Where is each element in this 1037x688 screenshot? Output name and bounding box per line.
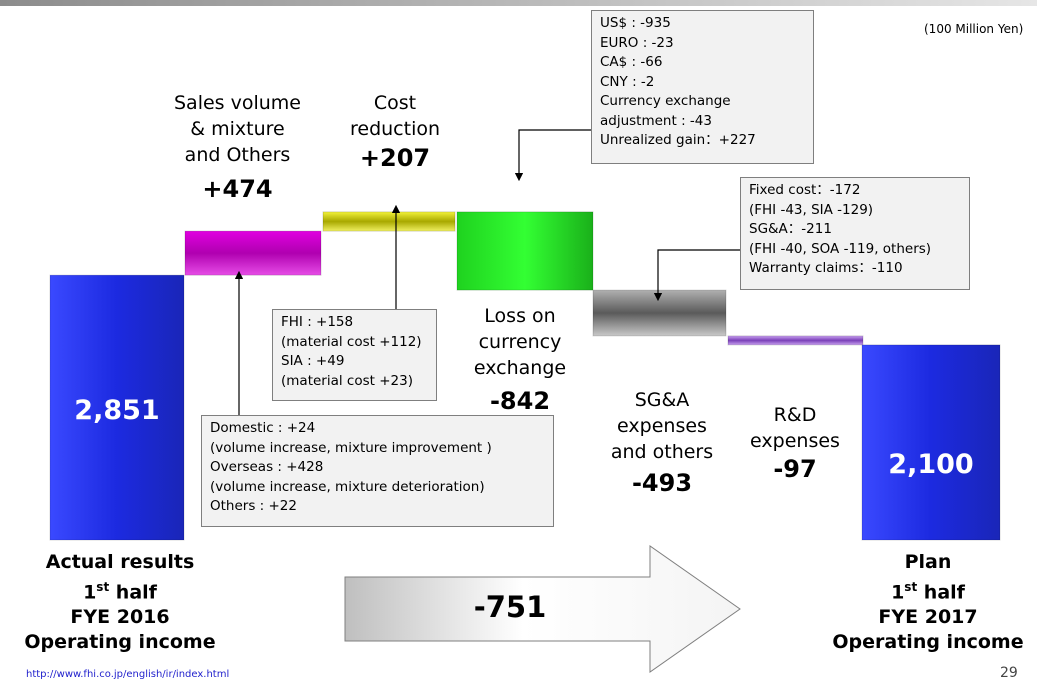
cost-value-label: +207 — [359, 144, 431, 172]
currency-note-box: US$ : -935 EURO : -23 CA$ : -66 CNY : -2 Cu… — [591, 10, 814, 164]
start-value-label: 2,851 — [74, 395, 160, 426]
sga-value-label: -493 — [631, 469, 693, 497]
sga-label: SG&A expenses and others — [610, 389, 714, 463]
fixed-cost-note-box: Fixed cost：-172 (FHI -43, SIA -129) SG&A：-… — [740, 177, 970, 290]
bar-cost — [322, 211, 456, 232]
end-caption: Plan 1st half FYE 2017 Operating income — [832, 551, 1024, 654]
bar-rd — [727, 335, 864, 346]
bar-sga — [592, 289, 727, 337]
bar-sales — [184, 230, 322, 276]
domestic-note-box: Domestic : +24 (volume increase, mixture… — [201, 415, 554, 527]
page-number: 29 — [1000, 665, 1018, 681]
top-accent-bar — [0, 0, 1037, 6]
callout-currency-arrow — [514, 129, 591, 182]
bar-start — [49, 274, 185, 541]
callout-fixed-arrow — [653, 249, 740, 302]
sales-label: Sales volume & mixture and Others — [174, 92, 301, 166]
change-value-label: -751 — [473, 590, 547, 624]
rd-value-label: -97 — [773, 455, 817, 483]
bar-end — [861, 344, 1001, 541]
cost-label: Cost reduction — [349, 92, 441, 140]
end-value-label: 2,100 — [888, 449, 974, 480]
fx-label: Loss on currency exchange — [473, 305, 567, 379]
fhi-note-box: FHI : +158 (material cost +112) SIA : +49 … — [272, 309, 437, 401]
fx-value-label: -842 — [489, 387, 551, 415]
change-arrow — [344, 545, 741, 673]
start-caption: Actual results 1st half FYE 2016 Operati… — [24, 551, 216, 654]
footer-url[interactable]: http://www.fhi.co.jp/english/ir/index.ht… — [26, 669, 230, 680]
sales-value-label: +474 — [202, 175, 273, 203]
bar-fx — [456, 211, 594, 291]
rd-label: R&D expenses — [750, 404, 840, 452]
unit-label: (100 Million Yen) — [924, 22, 1024, 36]
